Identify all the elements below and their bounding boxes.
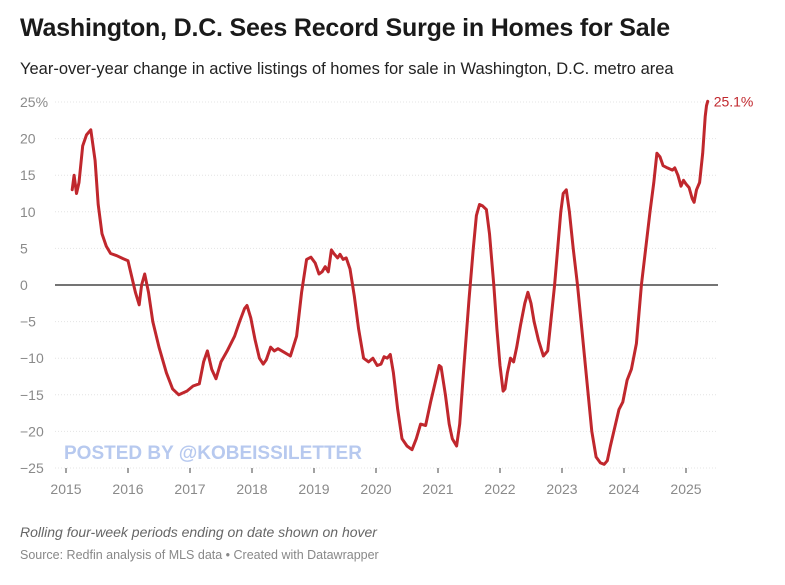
chart-source: Source: Redfin analysis of MLS data • Cr… <box>20 548 379 562</box>
y-tick-label: −25 <box>20 460 44 476</box>
y-tick-label: 15 <box>20 167 36 183</box>
x-tick-label: 2024 <box>608 481 639 497</box>
y-tick-label: 20 <box>20 131 36 147</box>
x-tick-label: 2015 <box>50 481 81 497</box>
y-tick-label: −5 <box>20 314 36 330</box>
y-axis-labels: 25% 20 15 10 5 0 −5 −10 −15 −20 −25 <box>20 94 48 476</box>
y-tick-label: −10 <box>20 350 44 366</box>
x-axis-labels: 2015 2016 2017 2018 2019 2020 2021 2022 2023 2024… <box>50 481 701 497</box>
chart-subtitle: Year-over-year change in active listings… <box>20 60 674 78</box>
x-tick-label: 2020 <box>360 481 391 497</box>
x-tick-label: 2018 <box>236 481 267 497</box>
watermark: POSTED BY @KOBEISSILETTER <box>64 443 362 464</box>
x-tick-label: 2021 <box>422 481 453 497</box>
x-tick-label: 2019 <box>298 481 329 497</box>
x-tick-label: 2022 <box>484 481 515 497</box>
y-tick-label: 10 <box>20 204 36 220</box>
y-tick-label: 25% <box>20 94 48 110</box>
chart-title: Washington, D.C. Sees Record Surge in Ho… <box>20 14 670 42</box>
x-tick-label: 2017 <box>174 481 205 497</box>
x-tick-label: 2025 <box>670 481 701 497</box>
end-value-label: 25.1% <box>714 93 754 109</box>
x-tick-label: 2023 <box>546 481 577 497</box>
series-line <box>70 99 710 466</box>
y-tick-label: 0 <box>20 277 28 293</box>
y-tick-label: −20 <box>20 423 44 439</box>
y-tick-label: 5 <box>20 240 28 256</box>
y-tick-label: −15 <box>20 387 44 403</box>
x-tick-label: 2016 <box>112 481 143 497</box>
x-axis-ticks <box>65 468 687 473</box>
chart-note: Rolling four-week periods ending on date… <box>20 524 377 540</box>
y-gridlines <box>55 101 718 469</box>
